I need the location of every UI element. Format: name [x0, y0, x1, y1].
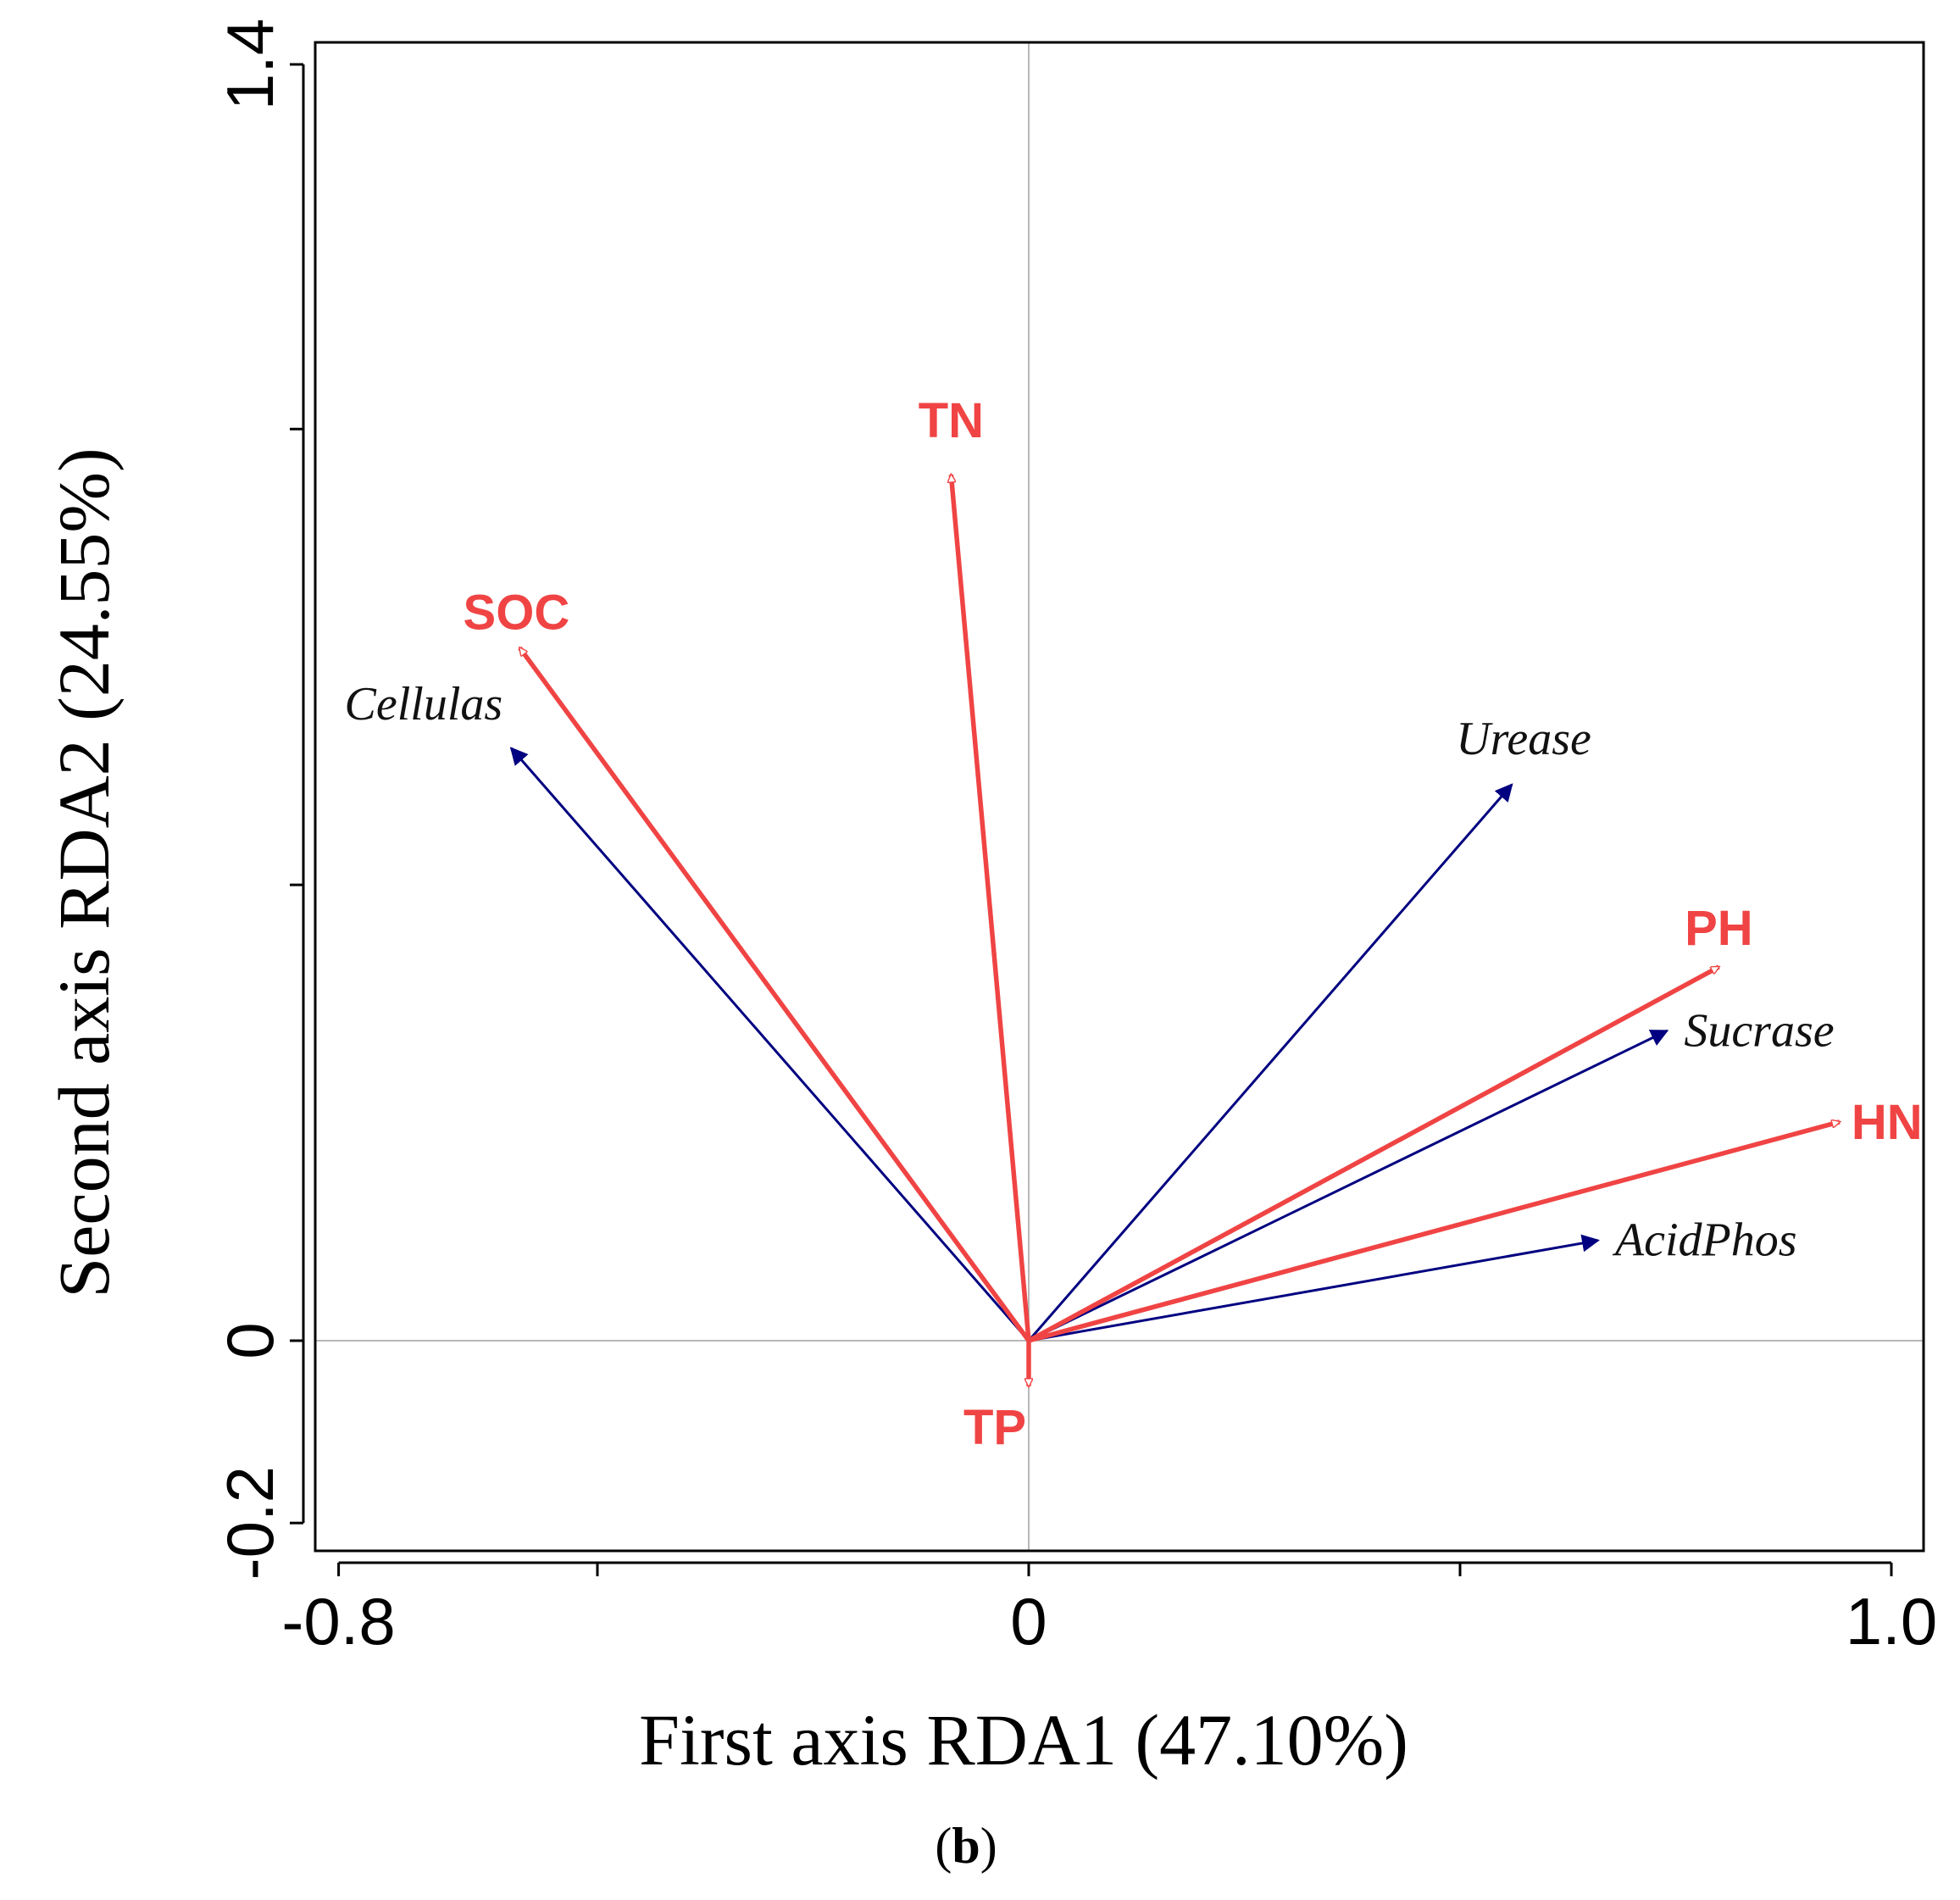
species-vector-acidphos: AcidPhos — [1028, 1214, 1797, 1342]
env-label: PH — [1685, 901, 1753, 956]
env-label: TN — [919, 393, 984, 448]
env-vector-hn: HN — [1028, 1095, 1923, 1343]
origin-lines — [315, 42, 1924, 1551]
species-label: Urease — [1456, 713, 1591, 765]
panel-label-letter: b — [952, 1818, 980, 1874]
species-label: AcidPhos — [1612, 1214, 1797, 1267]
species-arrow — [1027, 783, 1513, 1342]
env-vector-soc: SOC — [464, 585, 1031, 1342]
x-axis-title: First axis RDA1 (47.10%) — [639, 1699, 1408, 1781]
y-tick-label: -0.2 — [213, 1466, 287, 1580]
y-axis: -0.2 0 1.4 — [213, 19, 305, 1580]
species-vector-cellulas: Cellulas — [345, 678, 1030, 1342]
env-arrow — [1027, 964, 1718, 1343]
x-tick-label: 0 — [1010, 1584, 1047, 1658]
env-label: SOC — [464, 585, 570, 640]
env-vector-tp: TP — [963, 1341, 1029, 1455]
species-vectors: Cellulas Urease Sucrase AcidPhos — [345, 678, 1835, 1342]
panel-label-open: ( — [935, 1818, 952, 1874]
env-label: TP — [963, 1400, 1026, 1455]
species-arrow — [1028, 1029, 1669, 1342]
species-arrow — [1028, 1234, 1600, 1342]
panel-label-close: ) — [980, 1818, 997, 1874]
env-arrow — [518, 647, 1031, 1342]
panel-label: (b) — [935, 1818, 997, 1874]
env-arrow — [1028, 1122, 1840, 1343]
species-vector-urease: Urease — [1027, 713, 1591, 1342]
species-label: Cellulas — [345, 678, 503, 731]
plot-frame — [314, 41, 1925, 1553]
env-label: HN — [1852, 1095, 1923, 1150]
environmental-vectors: TN SOC PH HN TP — [464, 393, 1923, 1455]
y-tick-label: 1.4 — [213, 19, 287, 110]
env-arrow — [951, 475, 1031, 1342]
x-tick-label: 1.0 — [1846, 1584, 1937, 1658]
y-tick-label: 0 — [213, 1322, 287, 1358]
env-vector-tn: TN — [919, 393, 1031, 1342]
x-axis: -0.8 0 1.0 — [281, 1561, 1937, 1658]
species-label: Sucrase — [1684, 1004, 1834, 1057]
env-vector-ph: PH — [1027, 901, 1753, 1343]
species-arrow — [509, 747, 1030, 1342]
y-axis-title: Second axis RDA2 (24.55%) — [43, 447, 125, 1297]
x-tick-label: -0.8 — [281, 1584, 395, 1658]
species-vector-sucrase: Sucrase — [1028, 1004, 1835, 1342]
